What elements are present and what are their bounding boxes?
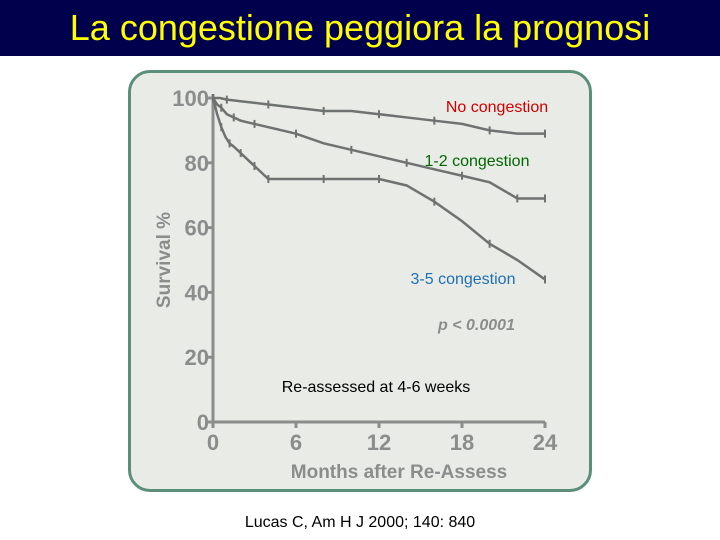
y-tick-label: 40 xyxy=(185,280,209,305)
chart-axes xyxy=(211,94,545,424)
reassessed-annotation: Re-assessed at 4-6 weeks xyxy=(282,379,471,396)
y-tick-label: 0 xyxy=(197,410,209,435)
x-tick-label: 24 xyxy=(533,430,558,455)
x-tick-label: 12 xyxy=(367,430,391,455)
x-tick-label: 6 xyxy=(290,430,302,455)
series-line-1 xyxy=(213,96,545,135)
x-tick-label: 18 xyxy=(450,430,474,455)
series-label-1: No congestion xyxy=(446,99,548,116)
slide-title: La congestione peggiora la prognosi xyxy=(0,0,720,56)
y-tick-label: 80 xyxy=(185,151,209,176)
series-label-2: 1-2 congestion xyxy=(425,153,530,170)
x-axis-label: Months after Re-Assess xyxy=(291,462,507,483)
x-tick-label: 0 xyxy=(207,430,219,455)
y-tick-label: 100 xyxy=(172,86,209,111)
chart-lines xyxy=(211,94,546,284)
series-line-2 xyxy=(211,97,545,200)
y-axis-label: Survival % xyxy=(154,212,175,308)
p-value-annotation: p < 0.0001 xyxy=(437,317,515,334)
citation: Lucas C, Am H J 2000; 140: 840 xyxy=(244,514,476,531)
series-label-3: 3-5 congestion xyxy=(411,271,516,288)
y-tick-label: 20 xyxy=(185,345,209,370)
chart-labels: Months after Re-Assess Survival % No conge… xyxy=(154,99,548,483)
y-tick-label: 60 xyxy=(185,216,209,241)
chart-ticks: 0 20 40 60 80 100 0 6 12 18 24 xyxy=(172,86,558,455)
